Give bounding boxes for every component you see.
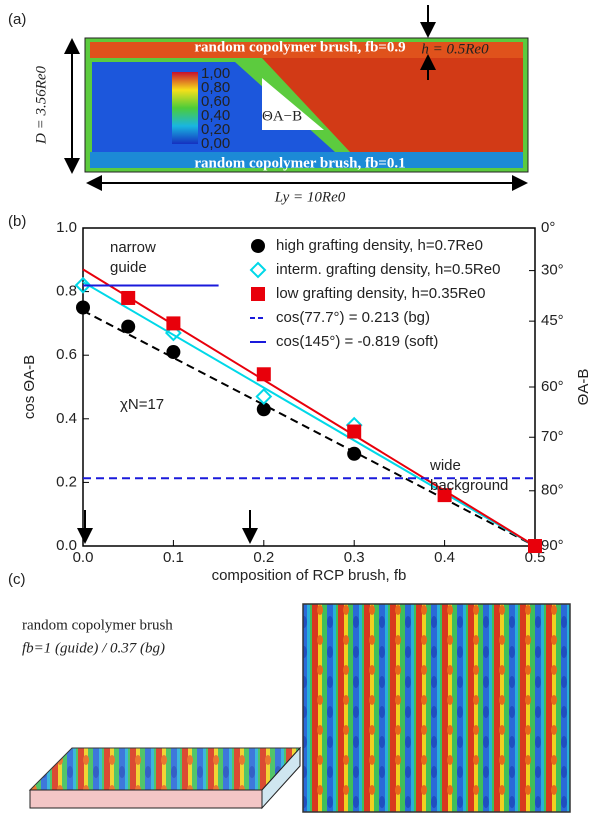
annotation: wide [429,457,461,474]
x-tick-label: 0.2 [253,549,274,566]
annotation: χN=17 [120,396,164,413]
y2-tick-label: 70° [541,428,564,445]
legend-label: cos(145°) = -0.819 (soft) [276,333,438,350]
colorbar [172,72,198,144]
point [166,345,181,360]
angle-wedge [262,78,324,130]
point [164,324,182,342]
x-tick-label: 0.3 [344,549,365,566]
y2-tick-label: 45° [541,312,564,329]
point [121,290,136,305]
colorbar-label: 0,60 [201,93,230,110]
legend-label: cos(77.7°) = 0.213 (bg) [276,309,430,326]
panel-label: (b) [8,213,26,230]
point [256,402,271,417]
point [255,388,273,405]
panel-label: (c) [8,571,26,588]
colorbar-labels: 1,000,800,600,400,200,00 [201,65,230,152]
point [166,316,181,331]
colorbar-label: 0,40 [201,107,230,124]
y-tick-label: 0.6 [56,346,77,363]
legend-swatch [249,261,267,279]
fit-line [82,268,536,547]
colorbar-label: 0,00 [201,135,230,152]
y2-tick-label: 0° [541,219,555,236]
annotation: narrow [110,239,156,256]
y-tick-label: 0.2 [56,473,77,490]
y2-tick-label: 90° [541,537,564,554]
x-tick-label: 0.4 [434,549,455,566]
fit-line [82,309,536,547]
y2-tick-label: 60° [541,378,564,395]
legend-swatch [251,239,265,253]
y2-tick-label: 80° [541,482,564,499]
caption: random copolymer brush [22,617,173,633]
angle-label: ΘA−B [262,108,302,124]
panel-c: (c) random copolymer brush fb=1 (guide) … [8,571,571,813]
panel-label: (a) [8,11,26,28]
legend-label: low grafting density, h=0.35Re0 [276,285,485,302]
x-axis-label: composition of RCP brush, fb [212,567,407,584]
point [121,319,136,334]
width-label: Ly = 10Re0 [274,189,346,205]
slab-top [28,747,302,791]
x-tick-label: 0.5 [525,549,546,566]
panel-b: (b) 0.0 0.1 0.2 0.3 0.4 0.5 0.0 0.2 0.4 0.6 0.8 1.0… [8,213,592,584]
annotation: guide [110,259,147,276]
colorbar-label: 0,80 [201,79,230,96]
slab-side [261,746,301,810]
colorbar-label: 0,20 [201,121,230,138]
x-tick-label: 0.0 [73,549,94,566]
top-view [302,603,571,813]
y2-axis-label: ΘA-B [575,369,592,406]
point [528,539,542,553]
heatmap-red [262,58,523,152]
y-tick-label: 1.0 [56,219,77,236]
point [76,300,90,315]
plot: 0.0 0.1 0.2 0.3 0.4 0.5 0.0 0.2 0.4 0.6 0.8 1.0 0° 30… [21,219,592,584]
annotation: background [430,477,508,494]
height-label: h = 0.5Re0 [421,41,489,57]
brush-label: random copolymer brush, fb=0.9 [194,39,405,55]
brush-label: random copolymer brush, fb=0.1 [194,155,405,171]
legend-label: interm. grafting density, h=0.5Re0 [276,261,500,278]
fit-line [82,281,536,547]
y2-tick-label: 30° [541,262,564,279]
colorbar-label: 1,00 [201,65,230,82]
x-tick-label: 0.1 [163,549,184,566]
point [256,367,271,382]
point [74,276,92,294]
panel-a: (a) 1,000,800,600,400,200,00 ΘA−B random… [8,5,529,205]
legend-swatch [251,287,265,301]
point [347,446,362,461]
legend-label: high grafting density, h=0.7Re0 [276,237,483,254]
y-axis-label: cos ΘA-B [21,355,38,419]
thickness-label: D = 3.56Re0 [33,65,49,145]
point [347,424,362,439]
slab-front [29,789,263,809]
y-tick-label: 0.4 [56,410,77,427]
heatmap-top [90,42,523,58]
y-tick-label: 0.8 [56,283,77,300]
y-tick-label: 0.0 [56,537,77,554]
caption: fb=1 (guide) / 0.37 (bg) [22,640,165,656]
point [437,488,452,503]
heatmap-bottom [90,152,523,168]
